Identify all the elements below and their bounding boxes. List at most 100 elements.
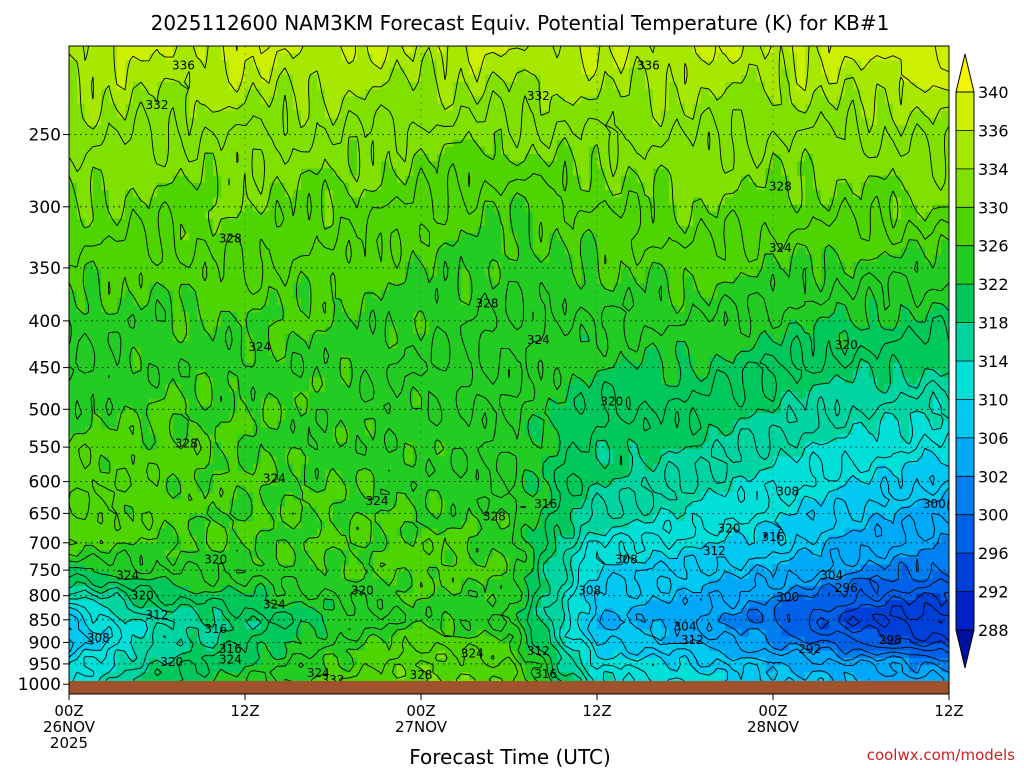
heatmap-cell <box>629 247 638 256</box>
heatmap-cell <box>237 154 246 162</box>
heatmap-cell <box>717 262 726 270</box>
heatmap-cell <box>677 161 686 169</box>
heatmap-cell <box>437 175 446 184</box>
heatmap-cell <box>421 168 430 177</box>
heatmap-cell <box>85 226 94 234</box>
heatmap-cell <box>253 204 262 213</box>
heatmap-cell <box>765 290 774 299</box>
heatmap-cell <box>85 218 94 227</box>
heatmap-cell <box>317 305 326 313</box>
heatmap-cell <box>885 276 894 285</box>
heatmap-cell <box>877 254 886 263</box>
heatmap-cell <box>933 175 942 184</box>
heatmap-cell <box>421 175 430 184</box>
heatmap-cell <box>261 60 270 69</box>
heatmap-cell <box>421 226 430 234</box>
heatmap-cell <box>837 305 846 313</box>
heatmap-cell <box>829 146 838 155</box>
heatmap-cell <box>429 276 438 285</box>
heatmap-cell <box>429 226 438 234</box>
heatmap-cell <box>253 96 262 105</box>
heatmap-cell <box>157 53 166 61</box>
heatmap-cell <box>741 290 750 299</box>
heatmap-cell <box>533 355 542 364</box>
heatmap-cell <box>141 240 150 249</box>
heatmap-cell <box>373 132 382 141</box>
heatmap-cell <box>93 211 102 220</box>
heatmap-cell <box>637 341 646 349</box>
heatmap-cell <box>173 74 182 83</box>
heatmap-cell <box>437 312 446 321</box>
heatmap-cell <box>581 132 590 141</box>
heatmap-cell <box>613 125 622 133</box>
heatmap-cell <box>725 312 734 321</box>
heatmap-cell <box>429 370 438 378</box>
heatmap-cell <box>493 362 502 371</box>
heatmap-cell <box>885 312 894 321</box>
heatmap-cell <box>725 96 734 105</box>
heatmap-cell <box>77 276 86 285</box>
heatmap-cell <box>341 348 350 357</box>
heatmap-cell <box>813 298 822 306</box>
heatmap-cell <box>389 362 398 371</box>
heatmap-cell <box>213 283 222 292</box>
heatmap-cell <box>205 125 214 133</box>
heatmap-cell <box>773 211 782 220</box>
heatmap-cell <box>173 204 182 213</box>
heatmap-cell <box>229 334 238 342</box>
heatmap-cell <box>629 161 638 169</box>
heatmap-cell <box>165 348 174 357</box>
heatmap-cell <box>437 197 446 205</box>
heatmap-cell <box>101 139 110 148</box>
heatmap-cell <box>397 290 406 299</box>
heatmap-cell <box>293 334 302 342</box>
heatmap-cell <box>725 355 734 364</box>
heatmap-cell <box>461 182 470 191</box>
heatmap-cell <box>421 125 430 133</box>
heatmap-cell <box>525 254 534 263</box>
heatmap-cell <box>365 312 374 321</box>
heatmap-cell <box>645 74 654 83</box>
heatmap-cell <box>133 175 142 184</box>
heatmap-cell <box>933 89 942 97</box>
heatmap-cell <box>101 341 110 349</box>
heatmap-cell <box>301 110 310 119</box>
heatmap-cell <box>573 319 582 328</box>
heatmap-cell <box>741 283 750 292</box>
heatmap-cell <box>333 110 342 119</box>
heatmap-cell <box>285 197 294 205</box>
heatmap-cell <box>413 53 422 61</box>
heatmap-cell <box>701 110 710 119</box>
heatmap-cell <box>245 262 254 270</box>
heatmap-cell <box>869 305 878 313</box>
heatmap-cell <box>469 197 478 205</box>
heatmap-cell <box>173 103 182 112</box>
heatmap-cell <box>85 290 94 299</box>
heatmap-cell <box>269 103 278 112</box>
heatmap-cell <box>789 168 798 177</box>
heatmap-cell <box>493 161 502 169</box>
heatmap-cell <box>213 305 222 313</box>
heatmap-cell <box>453 276 462 285</box>
heatmap-cell <box>485 67 494 76</box>
heatmap-cell <box>509 334 518 342</box>
heatmap-cell <box>789 60 798 69</box>
heatmap-cell <box>69 82 78 90</box>
heatmap-cell <box>445 197 454 205</box>
heatmap-cell <box>517 146 526 155</box>
heatmap-cell <box>877 319 886 328</box>
heatmap-cell <box>893 240 902 249</box>
heatmap-cell <box>789 89 798 97</box>
heatmap-cell <box>237 96 246 105</box>
heatmap-cell <box>605 355 614 364</box>
heatmap-cell <box>157 226 166 234</box>
heatmap-cell <box>341 139 350 148</box>
heatmap-cell <box>789 182 798 191</box>
heatmap-cell <box>413 204 422 213</box>
heatmap-cell <box>629 341 638 349</box>
heatmap-cell <box>765 168 774 177</box>
heatmap-cell <box>645 355 654 364</box>
heatmap-cell <box>117 132 126 141</box>
heatmap-cell <box>421 290 430 299</box>
heatmap-cell <box>333 218 342 227</box>
